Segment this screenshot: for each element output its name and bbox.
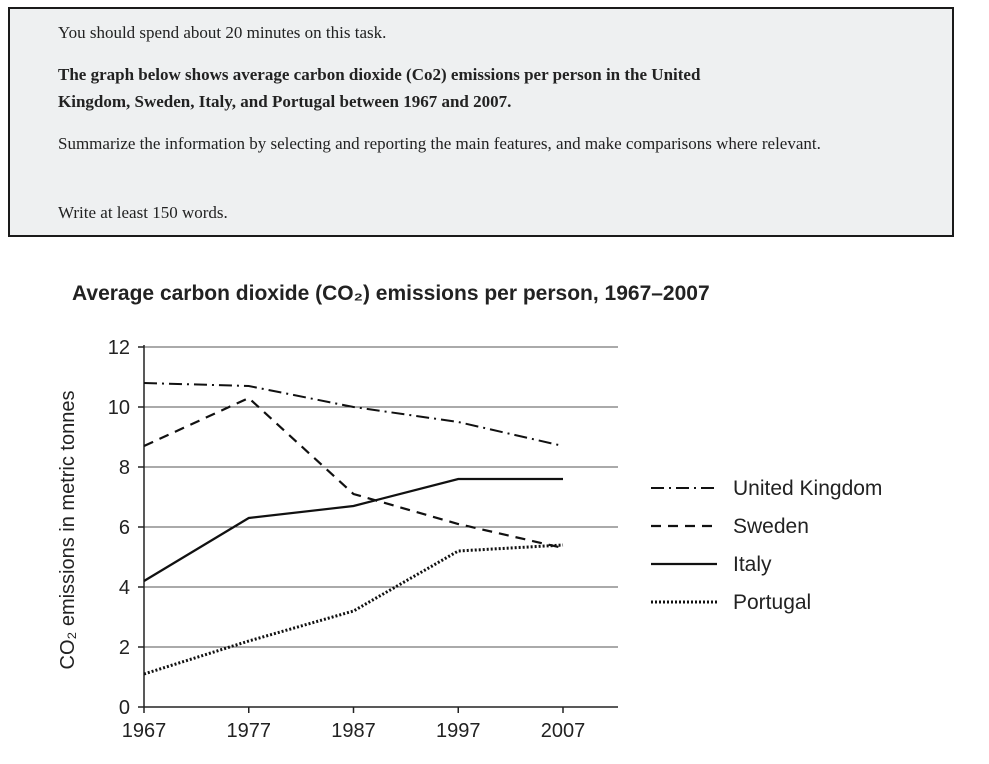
x-tick-label-1987: 1987 — [331, 720, 376, 742]
x-tick-label-1967: 1967 — [122, 720, 167, 742]
line-chart: Average carbon dioxide (CO₂) emissions p… — [0, 250, 989, 759]
series-line-sweden — [144, 398, 563, 548]
legend-label-italy: Italy — [733, 553, 772, 576]
plot-area: 0 2 4 6 8 10 12 1967 1977 1987 1997 2007 — [108, 337, 618, 742]
x-tick-label-2007: 2007 — [541, 720, 586, 742]
series-line-united-kingdom — [144, 383, 563, 446]
word-limit-note: Write at least 150 words. — [58, 199, 228, 226]
chart-title: Average carbon dioxide (CO₂) emissions p… — [72, 282, 710, 305]
y-axis-label: CO₂ emissions in metric tonnes — [57, 391, 79, 670]
time-note: You should spend about 20 minutes on thi… — [58, 19, 386, 46]
task-prompt: The graph below shows average carbon dio… — [58, 61, 758, 115]
y-tick-label-8: 8 — [119, 457, 130, 479]
task-instructions-box: You should spend about 20 minutes on thi… — [8, 7, 954, 237]
legend-label-portugal: Portugal — [733, 591, 811, 614]
chart-container: Average carbon dioxide (CO₂) emissions p… — [0, 250, 989, 759]
y-tick-label-10: 10 — [108, 397, 130, 419]
x-tick-label-1997: 1997 — [436, 720, 481, 742]
y-tick-label-6: 6 — [119, 517, 130, 539]
task-instruction: Summarize the information by selecting a… — [58, 130, 908, 157]
y-tick-label-0: 0 — [119, 697, 130, 719]
legend: United Kingdom Sweden Italy Portugal — [651, 477, 882, 614]
x-tick-label-1977: 1977 — [227, 720, 272, 742]
series-line-portugal — [144, 545, 563, 674]
y-tick-label-2: 2 — [119, 637, 130, 659]
y-tick-label-12: 12 — [108, 337, 130, 359]
legend-label-united-kingdom: United Kingdom — [733, 477, 882, 500]
legend-label-sweden: Sweden — [733, 515, 809, 538]
y-tick-label-4: 4 — [119, 577, 130, 599]
